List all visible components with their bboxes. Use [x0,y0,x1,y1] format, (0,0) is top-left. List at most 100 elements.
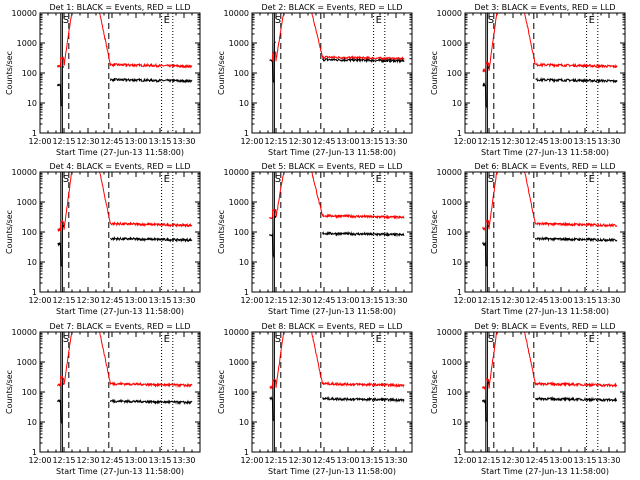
x-tick-label: 13:15 [360,456,383,465]
x-tick-label: 12:30 [76,296,99,305]
events-series-line [321,57,405,64]
x-tick-label: 12:30 [501,296,524,305]
y-axis-label: Counts/sec [217,210,226,254]
panel-title: Det 2: BLACK = Events, RED = LLD [262,3,403,12]
x-tick-label: 13:00 [336,137,359,146]
y-tick-label: 1 [244,448,249,457]
x-tick-label: 12:15 [477,296,500,305]
y-tick-label: 10000 [12,168,37,177]
y-tick-label: 1 [244,288,249,297]
start-letter: S [275,334,281,345]
y-tick-label: 10 [239,418,249,427]
panel-title: Det 6: BLACK = Events, RED = LLD [475,162,616,171]
y-tick-label: 100 [447,69,462,78]
x-axis-label: Start Time (27-Jun-13 11:58:00) [56,307,184,316]
y-tick-label: 1000 [442,198,462,207]
y-tick-label: 10000 [437,168,462,177]
x-tick-label: 12:15 [264,137,287,146]
x-axis-label: Start Time (27-Jun-13 11:58:00) [56,148,184,157]
y-tick-label: 1000 [229,198,249,207]
events-series-line [57,224,65,267]
plot-frame [39,171,201,293]
end-letter: E [376,174,382,185]
x-tick-label: 12:15 [52,296,75,305]
panel-det-2: Det 2: BLACK = Events, RED = LLD Counts/s… [217,3,413,157]
plot-frame [251,331,413,453]
y-tick-label: 10000 [224,9,249,18]
y-tick-label: 100 [22,69,37,78]
events-series-line [109,398,193,406]
x-tick-label: 12:30 [501,456,524,465]
events-series-line [482,381,490,422]
y-tick-label: 10 [452,258,462,267]
lld-series-line [269,13,405,63]
x-axis-label: Start Time (27-Jun-13 11:58:00) [268,307,396,316]
start-letter: S [275,174,281,185]
y-tick-label: 1 [32,129,37,138]
y-tick-label: 1 [457,448,462,457]
events-series-line [482,225,489,267]
plot-frame [251,171,413,293]
y-tick-label: 100 [447,388,462,397]
y-tick-label: 10 [27,258,37,267]
start-letter: S [275,15,281,26]
x-tick-label: 12:15 [477,137,500,146]
x-tick-label: 13:00 [549,137,572,146]
y-tick-label: 10000 [12,328,37,337]
x-tick-label: 12:15 [52,456,75,465]
x-tick-label: 12:30 [76,456,99,465]
y-tick-label: 1 [457,288,462,297]
x-tick-label: 13:00 [336,456,359,465]
x-tick-label: 13:15 [573,137,596,146]
x-tick-label: 12:45 [100,137,123,146]
y-tick-label: 1000 [229,39,249,48]
panel-det-1: Det 1: BLACK = Events, RED = LLD Counts/s… [5,3,201,157]
panel-title: Det 8: BLACK = Events, RED = LLD [262,322,403,331]
x-tick-label: 12:45 [100,456,123,465]
x-tick-label: 12:45 [312,456,335,465]
y-tick-label: 10000 [224,168,249,177]
start-letter: S [63,334,69,345]
x-tick-label: 13:15 [360,296,383,305]
panel-det-6: Det 6: BLACK = Events, RED = LLD Counts/s… [430,162,626,316]
lld-series-line [57,172,193,233]
events-series-line [535,76,618,84]
x-tick-label: 13:00 [549,456,572,465]
panel-title: Det 5: BLACK = Events, RED = LLD [262,162,403,171]
y-tick-label: 1 [457,129,462,138]
panel-title: Det 3: BLACK = Events, RED = LLD [475,3,616,12]
panel-det-4: Det 4: BLACK = Events, RED = LLD Counts/s… [5,162,201,316]
y-tick-label: 100 [22,228,37,237]
end-letter: E [589,334,595,345]
x-tick-label: 12:30 [288,296,311,305]
x-tick-label: 13:15 [360,137,383,146]
x-tick-label: 12:15 [264,296,287,305]
x-tick-label: 13:15 [148,137,171,146]
events-series-line [57,66,65,107]
y-tick-label: 10 [27,99,37,108]
x-tick-label: 13:15 [573,456,596,465]
x-tick-label: 12:30 [288,456,311,465]
x-tick-label: 12:00 [240,137,263,146]
x-tick-label: 13:30 [597,296,620,305]
x-tick-label: 13:15 [148,296,171,305]
panel-title: Det 4: BLACK = Events, RED = LLD [50,162,191,171]
x-tick-label: 12:30 [288,137,311,146]
x-axis-label: Start Time (27-Jun-13 11:58:00) [481,467,609,476]
y-tick-label: 1 [32,288,37,297]
y-axis-label: Counts/sec [5,370,14,414]
events-series-line [57,382,64,424]
y-axis-label: Counts/sec [430,370,439,414]
events-series-line [109,77,193,84]
plot-frame [464,171,626,293]
events-series-line [322,395,405,403]
events-series-line [482,65,490,109]
y-tick-label: 1000 [229,358,249,367]
events-series-line [269,41,276,84]
end-letter: E [589,15,595,26]
x-axis-label: Start Time (27-Jun-13 11:58:00) [268,148,396,157]
x-tick-label: 12:00 [453,296,476,305]
y-tick-label: 10000 [12,9,37,18]
panel-det-3: Det 3: BLACK = Events, RED = LLD Counts/s… [430,3,626,157]
x-tick-label: 13:30 [384,456,407,465]
